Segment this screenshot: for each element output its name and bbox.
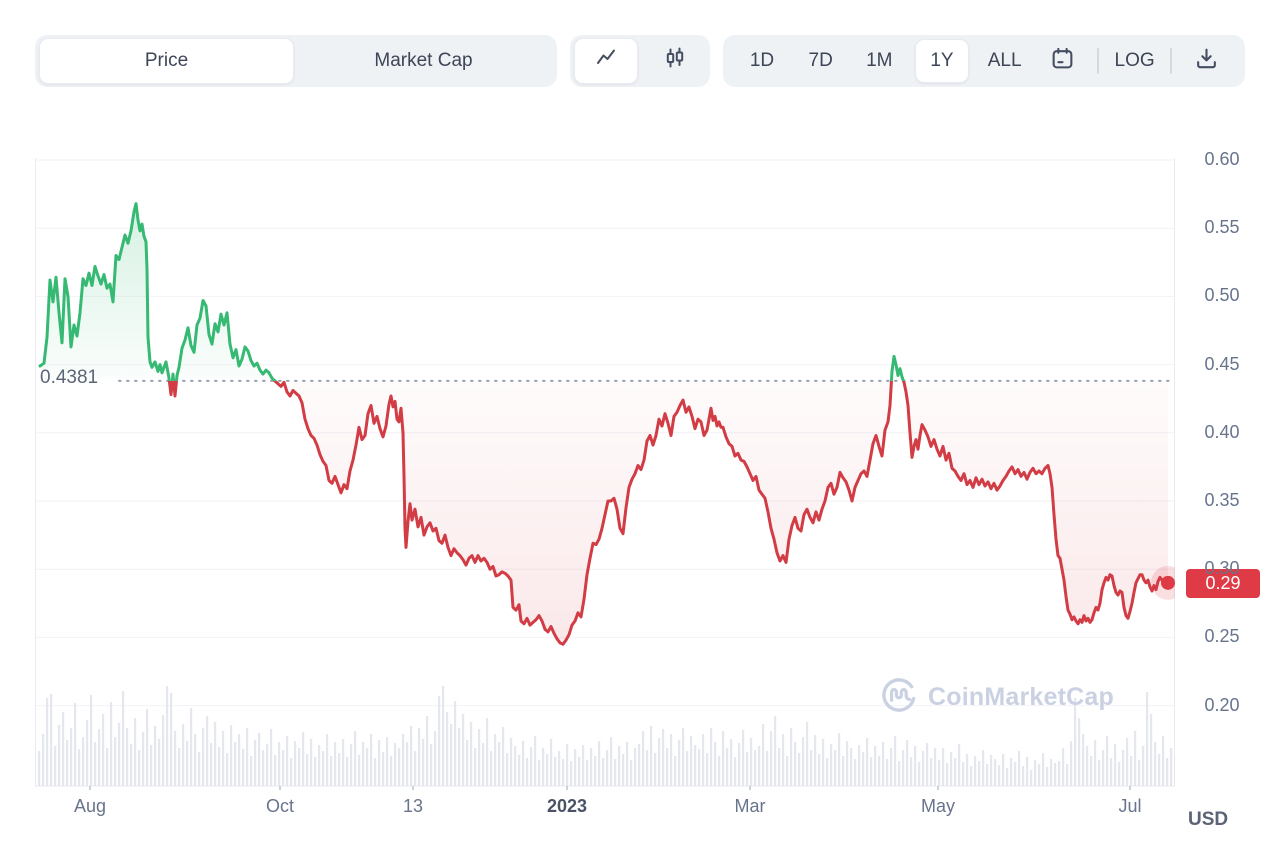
x-axis-label: 2023 [546,796,588,816]
x-axis-label: 13 [402,796,424,816]
y-axis-label: 0.50 [1204,285,1240,306]
axis-ticks [89,786,1131,790]
current-price-badge: 0.29 [1186,568,1260,598]
last-price-dot [1161,575,1175,590]
line-chart-icon [594,46,618,76]
tab-price[interactable]: Price [39,38,294,84]
candlestick-icon [663,46,687,76]
y-axis-label: 0.35 [1204,490,1240,510]
x-axis-label: Jul [1118,796,1142,816]
toolbar-separator [1096,48,1099,74]
x-axis-label: Mar [734,796,766,816]
line-chart-type-button[interactable] [574,38,638,84]
range-toolbar: 1D 7D 1M 1Y ALL LOG [723,35,1245,87]
y-axis-label: 0.45 [1204,353,1240,374]
y-axis-label: 0.55 [1204,217,1240,238]
price-line-up [38,202,906,381]
download-icon [1194,46,1219,76]
x-axis-label: Oct [265,796,294,816]
log-scale-button[interactable]: LOG [1114,50,1155,71]
y-axis-label: 0.25 [1204,626,1240,647]
chart-type-toggle [570,35,710,87]
volume-bars [38,686,1175,786]
chart-toolbar: Price Market Cap 1D 7D 1M 1Y ALL [35,35,1245,87]
x-axis-label: May [920,796,955,816]
calendar-button[interactable] [1040,40,1084,82]
y-axis-label: 0.20 [1204,694,1240,715]
range-1y[interactable]: 1Y [914,39,969,83]
y-axis-label: 0.40 [1204,421,1240,442]
metric-toggle: Price Market Cap [35,35,557,87]
tab-market-cap[interactable]: Market Cap [374,50,473,71]
download-button[interactable] [1185,40,1229,82]
range-1d[interactable]: 1D [749,50,775,71]
calendar-icon [1050,46,1075,76]
x-axis-label: Aug [73,796,107,816]
y-axis-label: 0.30 [1204,558,1240,579]
range-1m[interactable]: 1M [866,50,893,71]
currency-unit-label: USD [1188,809,1229,830]
range-7d[interactable]: 7D [808,50,833,71]
price-line-down [167,380,1170,646]
candlestick-chart-type-button[interactable] [644,39,706,83]
area-fill-down [169,380,1168,645]
y-axis-label: 0.60 [1204,149,1240,169]
toolbar-separator [1170,48,1173,74]
range-all[interactable]: ALL [987,50,1022,71]
price-chart-canvas[interactable] [35,130,1175,790]
